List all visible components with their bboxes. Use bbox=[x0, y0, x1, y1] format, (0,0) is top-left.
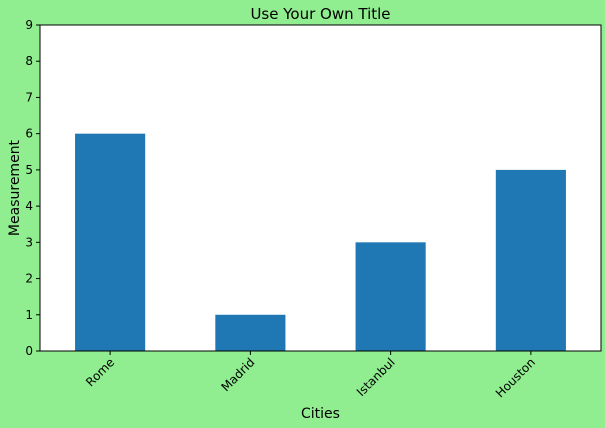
y-tick-label: 9 bbox=[25, 18, 33, 32]
bars-group bbox=[75, 133, 566, 351]
bar-istanbul bbox=[355, 242, 426, 351]
y-tick-label: 0 bbox=[25, 344, 33, 358]
y-tick-label: 5 bbox=[25, 163, 33, 177]
y-axis-title: Measurement bbox=[7, 139, 23, 236]
chart-title: Use Your Own Title bbox=[250, 5, 390, 23]
plot-frame bbox=[39, 24, 602, 352]
y-tick-label: 1 bbox=[25, 308, 33, 322]
bar-madrid bbox=[215, 314, 286, 351]
y-tick-label: 8 bbox=[25, 54, 33, 68]
bar-rome bbox=[75, 133, 146, 351]
y-tick-label: 2 bbox=[25, 272, 33, 286]
y-tick-label: 6 bbox=[25, 127, 33, 141]
y-tick-label: 3 bbox=[25, 235, 33, 249]
y-axis-ticks: 0 1 2 3 4 5 6 7 8 9 bbox=[25, 18, 40, 358]
x-axis-title: Cities bbox=[301, 406, 340, 422]
bar-houston bbox=[495, 169, 566, 351]
y-tick-label: 7 bbox=[25, 90, 33, 104]
y-tick-label: 4 bbox=[25, 199, 33, 213]
